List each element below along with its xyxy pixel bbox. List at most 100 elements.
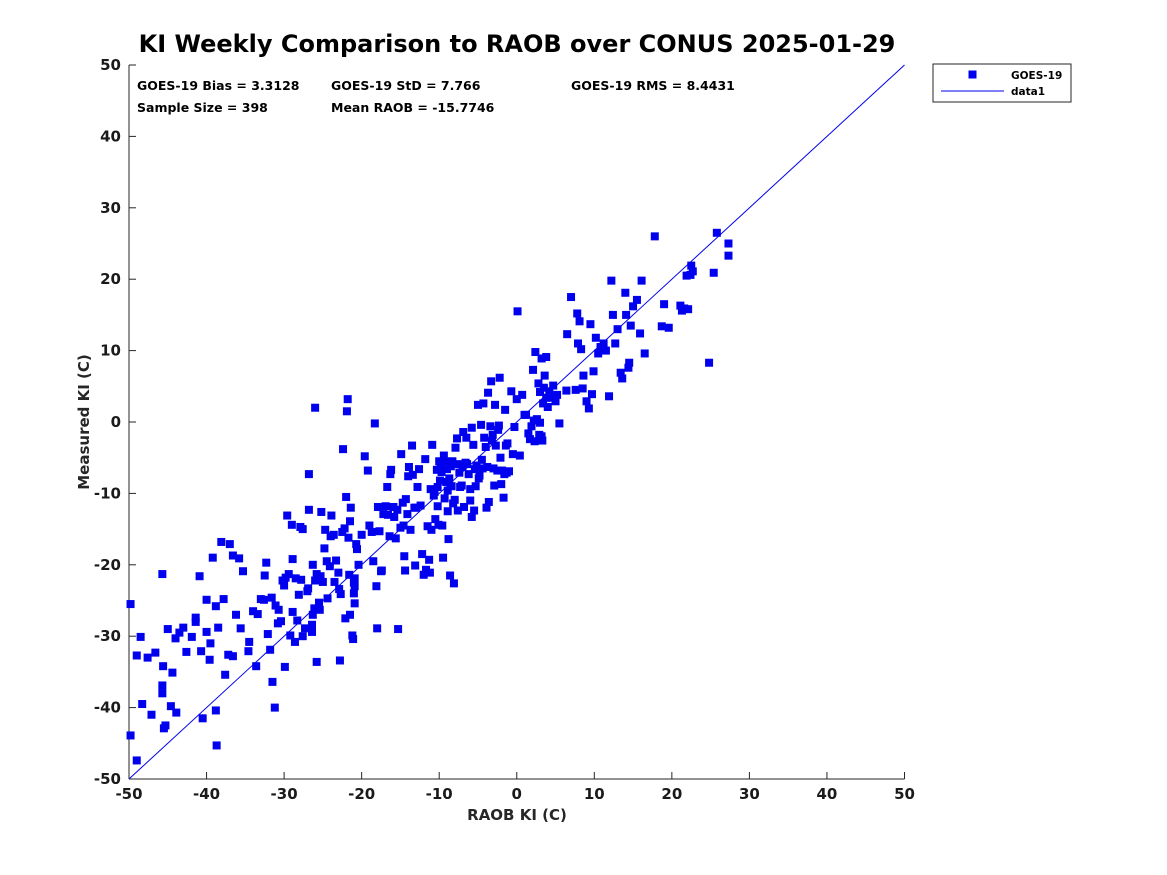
stat-mean-raob: Mean RAOB = -15.7746 [331,100,495,115]
data-point [433,482,442,491]
data-point [501,405,510,414]
data-point [367,527,376,536]
data-point [436,462,445,471]
data-point [437,467,446,476]
x-tick-label: 50 [894,785,915,803]
data-point [584,404,593,413]
data-point [622,310,631,319]
data-point [406,525,415,534]
data-point [571,385,580,394]
data-point [529,365,538,374]
data-point [335,585,344,594]
data-point [335,656,344,665]
data-point [217,537,226,546]
data-point [262,558,271,567]
data-point [202,627,211,636]
data-point [268,677,277,686]
data-point [586,320,595,329]
data-point [381,502,390,511]
data-point [594,349,603,358]
data-point [503,439,512,448]
data-point [214,623,223,632]
data-point [304,470,313,479]
data-point [435,457,444,466]
y-tick-label: -40 [94,699,121,717]
data-point [459,427,468,436]
data-point [195,572,204,581]
data-point [373,502,382,511]
y-tick-label: 20 [100,270,121,288]
data-point [363,466,372,475]
data-point [360,452,369,461]
data-point [483,462,492,471]
y-tick-label: 50 [100,56,121,74]
data-point [342,492,351,501]
data-point [171,634,180,643]
data-point [191,617,200,626]
data-point [578,384,587,393]
data-point [357,530,366,539]
data-point [453,434,462,443]
data-point [460,502,469,511]
data-point [448,457,457,466]
data-point [425,555,434,564]
data-point [562,386,571,395]
data-point [650,232,659,241]
data-point [304,584,313,593]
data-point [632,295,641,304]
data-point [518,390,527,399]
data-point [391,534,400,543]
data-point [712,228,721,237]
data-point [494,421,503,430]
data-point [308,610,317,619]
y-axis-label: Measured KI (C) [75,354,93,490]
x-tick-label: -30 [271,785,298,803]
data-point [515,451,524,460]
data-point [400,552,409,561]
data-point [555,419,564,428]
data-point [403,510,412,519]
data-point [430,487,439,496]
data-point [308,620,317,629]
data-point [508,450,517,459]
data-point [463,460,472,469]
data1-line [128,64,905,780]
data-point [453,506,462,515]
data-point [551,397,560,406]
data-point [349,589,358,598]
data-point [431,515,440,524]
data-point [611,339,620,348]
data-point [321,525,330,534]
data-point [466,496,475,505]
data-point [537,354,546,363]
y-tick-label: 10 [100,342,121,360]
x-tick-label: -50 [115,785,142,803]
data-point [238,567,247,576]
data-point [320,544,329,553]
data-point [286,631,295,640]
data-point [467,512,476,521]
data-point [524,429,533,438]
data-point [297,575,306,584]
data-point [443,486,452,495]
data-point [394,625,403,634]
data-point [413,482,422,491]
data-point [339,445,348,454]
data-point [266,645,275,654]
data-point [393,505,402,514]
data-point [664,323,673,332]
stat-rms: GOES-19 RMS = 8.4431 [571,78,735,93]
data-point [219,595,228,604]
data-point [684,305,693,314]
data-point [158,681,167,690]
data-point [175,628,184,637]
data-point [629,302,638,311]
data-point [287,520,296,529]
data-point [488,430,497,439]
data-point [408,470,417,479]
data-point [312,657,321,666]
data-point [387,465,396,474]
data-point [383,482,392,491]
x-tick-label: 20 [661,785,682,803]
